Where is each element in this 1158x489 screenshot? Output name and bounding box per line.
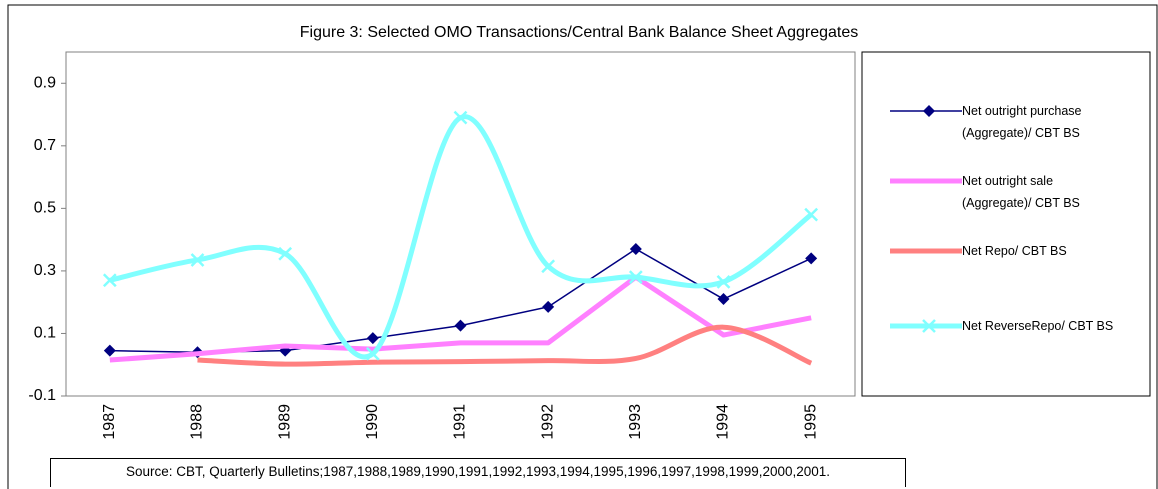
point-marker [717,293,730,306]
y-tick-label: 0.5 [34,200,56,217]
y-tick-label: -0.1 [28,387,56,404]
point-marker [102,273,117,288]
point-marker [453,110,468,125]
point-marker [542,300,555,313]
x-tick-label: 1988 [189,404,206,440]
x-tick-label: 1994 [715,404,732,440]
point-marker [278,246,293,261]
series-line [109,274,812,363]
x-tick-label: 1991 [452,404,469,440]
x-tick-label: 1987 [101,404,118,440]
x-tick-label: 1993 [627,404,644,440]
legend-label: Net outright purchase (Aggregate)/ CBT B… [962,104,1082,140]
x-tick-label: 1992 [539,404,556,440]
y-tick-label: 0.9 [34,74,56,91]
source-note: Source: CBT, Quarterly Bulletins;1987,19… [50,458,906,487]
legend-marker [922,319,936,333]
point-marker [804,207,819,222]
x-tick-label: 1989 [276,404,293,440]
y-tick-label: 0.1 [34,325,56,342]
point-marker [628,270,643,285]
point-marker [103,344,116,357]
x-tick-label: 1990 [364,404,381,440]
y-tick-label: 0.7 [34,137,56,154]
plot-area [65,51,856,397]
series-line [197,324,813,367]
legend-label: Net outright sale (Aggregate)/ CBT BS [962,174,1080,210]
y-tick-label: 0.3 [34,262,56,279]
point-marker [190,253,205,267]
legend-box [861,51,1151,397]
chart-title: Figure 3: Selected OMO Transactions/Cent… [300,24,859,41]
point-marker [454,319,467,332]
point-marker [365,346,380,361]
point-marker [805,252,818,265]
point-marker [629,243,642,256]
legend-marker [923,105,935,117]
point-marker [716,274,731,289]
legend-label: Net ReverseRepo/ CBT BS [962,319,1114,333]
legend-label: Net Repo/ CBT BS [962,244,1067,258]
point-marker [541,259,556,274]
x-tick-label: 1995 [802,404,819,440]
point-marker [366,332,379,345]
